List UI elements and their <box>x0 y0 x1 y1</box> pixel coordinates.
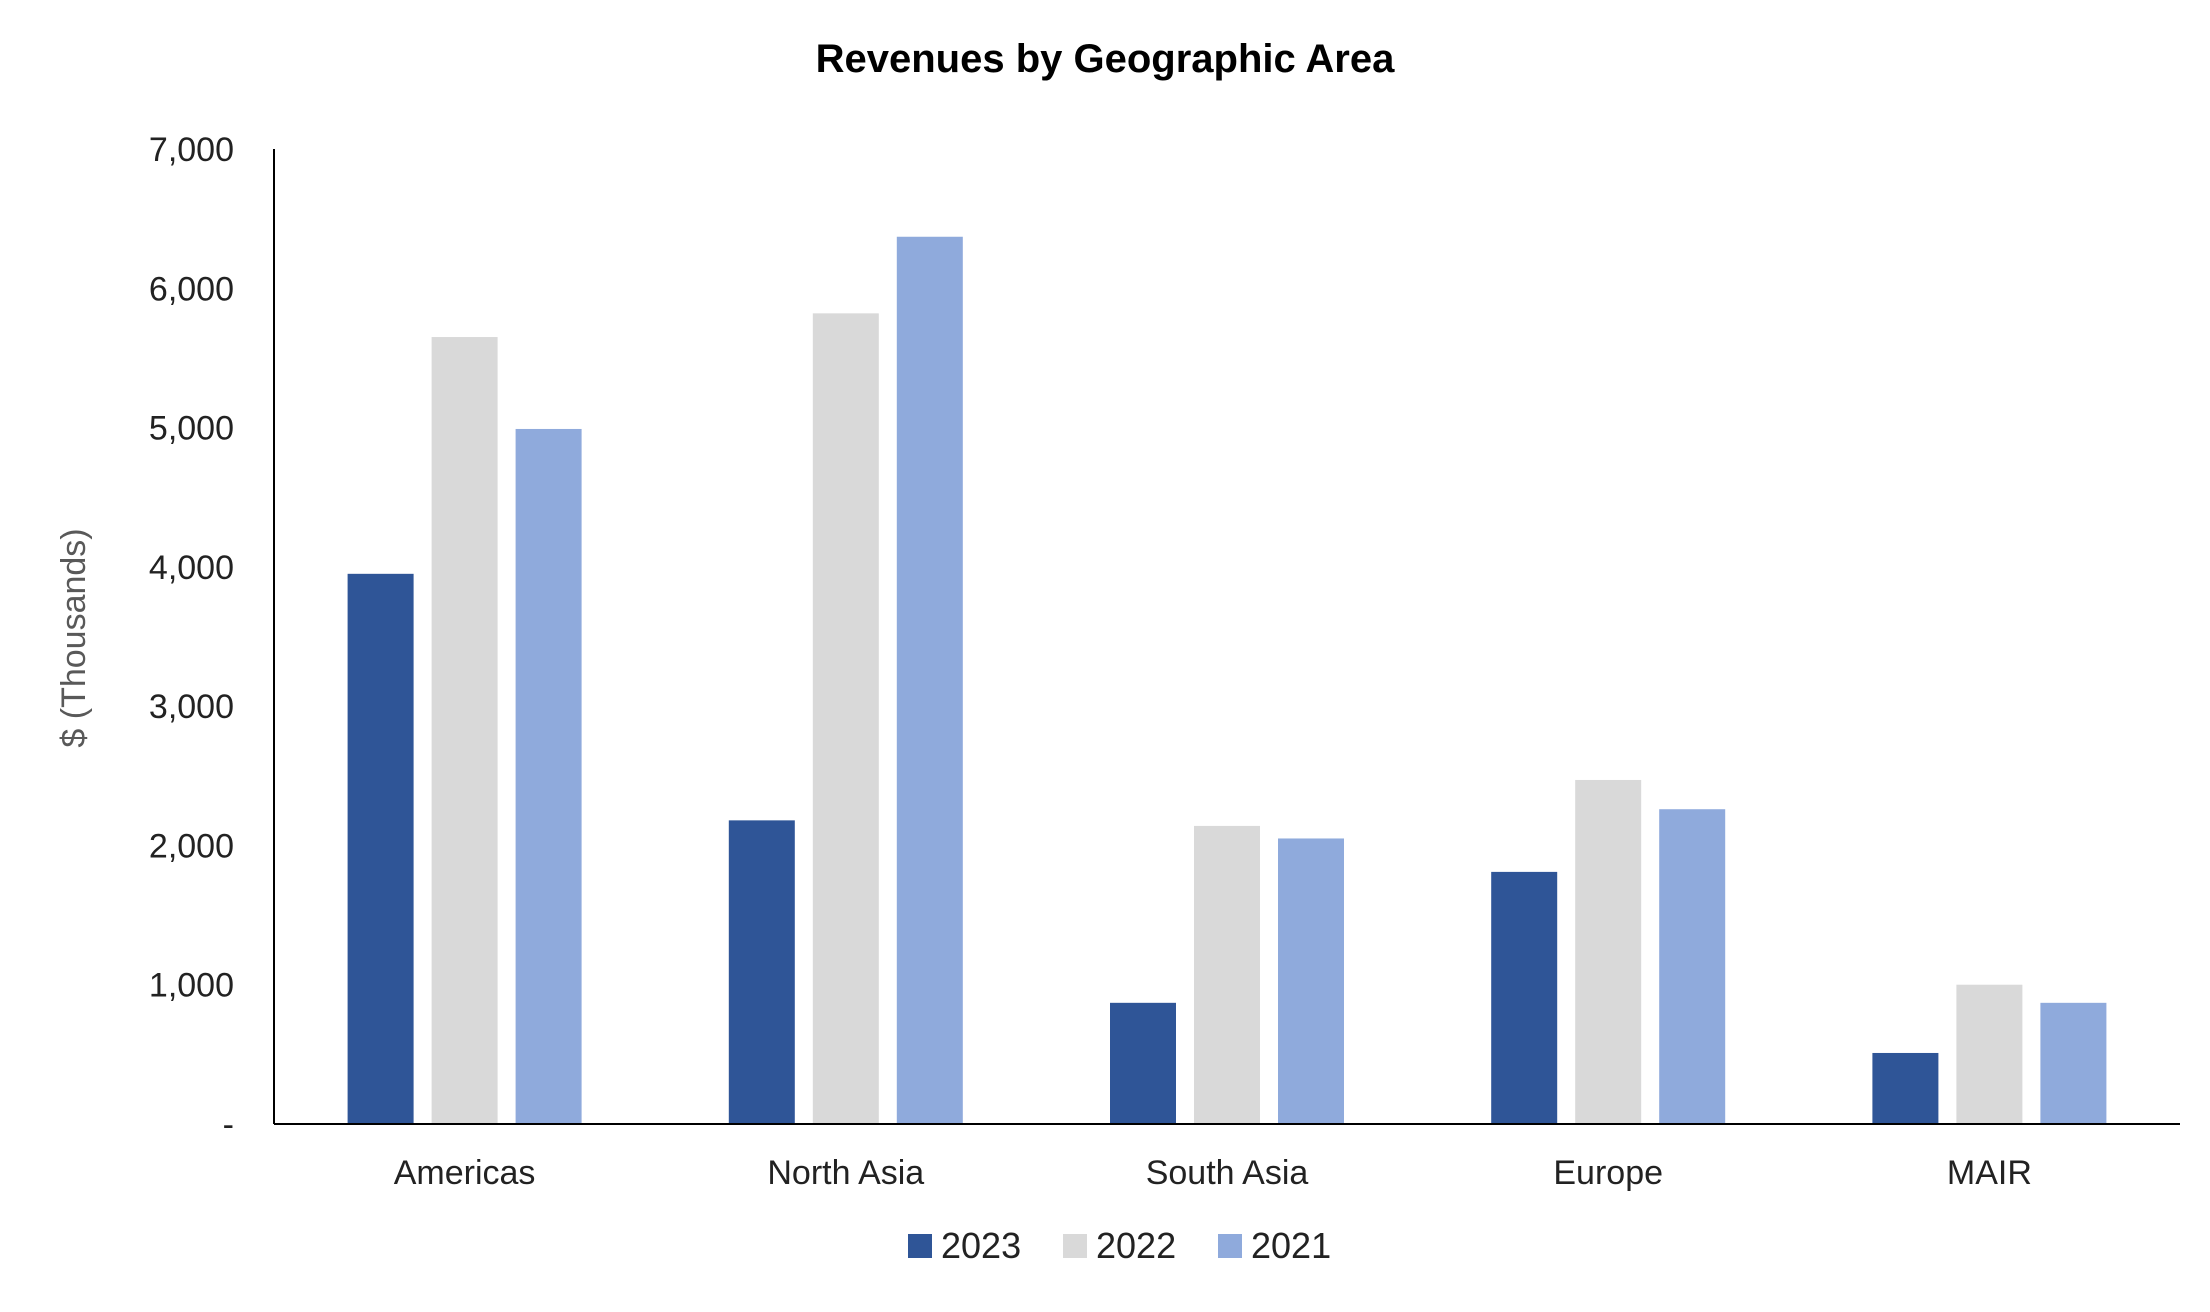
bar-2022-europe <box>1575 779 1642 1124</box>
y-axis-title: $ (Thousands) <box>55 528 93 747</box>
y-tick-label: 7,000 <box>149 131 234 169</box>
x-category-label: Americas <box>394 1154 536 1192</box>
bar-series-group <box>347 236 2107 1124</box>
legend-label-2022: 2022 <box>1096 1225 1176 1266</box>
bar-2023-americas <box>347 573 414 1124</box>
legend-swatch-2021 <box>1218 1234 1242 1258</box>
y-tick-label: 4,000 <box>149 549 234 587</box>
bar-2021-south-asia <box>1278 838 1344 1124</box>
y-tick-label: 3,000 <box>149 688 234 726</box>
bar-2021-europe <box>1659 809 1726 1124</box>
x-category-label: South Asia <box>1146 1154 1309 1192</box>
y-tick-label: - <box>223 1106 234 1144</box>
y-tick-label: 2,000 <box>149 827 234 865</box>
legend-label-2023: 2023 <box>941 1225 1021 1266</box>
y-axis-ticks: - 1,000 2,000 3,000 4,000 5,000 6,000 7,000 <box>149 131 234 1144</box>
bar-2022-south-asia <box>1194 825 1260 1124</box>
bar-2022-americas <box>431 337 498 1124</box>
y-tick-label: 6,000 <box>149 270 234 308</box>
bar-2021-mair <box>2040 1002 2107 1124</box>
legend-label-2021: 2021 <box>1251 1225 1331 1266</box>
bar-2023-europe <box>1491 871 1558 1124</box>
legend-swatch-2022 <box>1063 1234 1087 1258</box>
chart-title: Revenues by Geographic Area <box>816 37 1395 81</box>
x-category-label: North Asia <box>767 1154 924 1192</box>
bar-2023-north-asia <box>728 820 795 1124</box>
y-tick-label: 1,000 <box>149 967 234 1005</box>
bar-2022-mair <box>1956 984 2023 1124</box>
x-axis-labels: Americas North Asia South Asia Europe MAIR <box>394 1154 2032 1192</box>
legend-swatch-2023 <box>908 1234 932 1258</box>
chart-legend: 2023 2022 2021 <box>908 1225 1331 1266</box>
bar-2023-south-asia <box>1110 1002 1176 1124</box>
bar-2021-americas <box>515 428 582 1124</box>
bar-2021-north-asia <box>896 236 963 1124</box>
x-category-label: Europe <box>1553 1154 1663 1192</box>
x-category-label: MAIR <box>1947 1154 2032 1192</box>
bar-2023-mair <box>1872 1052 1939 1124</box>
y-tick-label: 5,000 <box>149 410 234 448</box>
bar-2022-north-asia <box>812 313 879 1124</box>
